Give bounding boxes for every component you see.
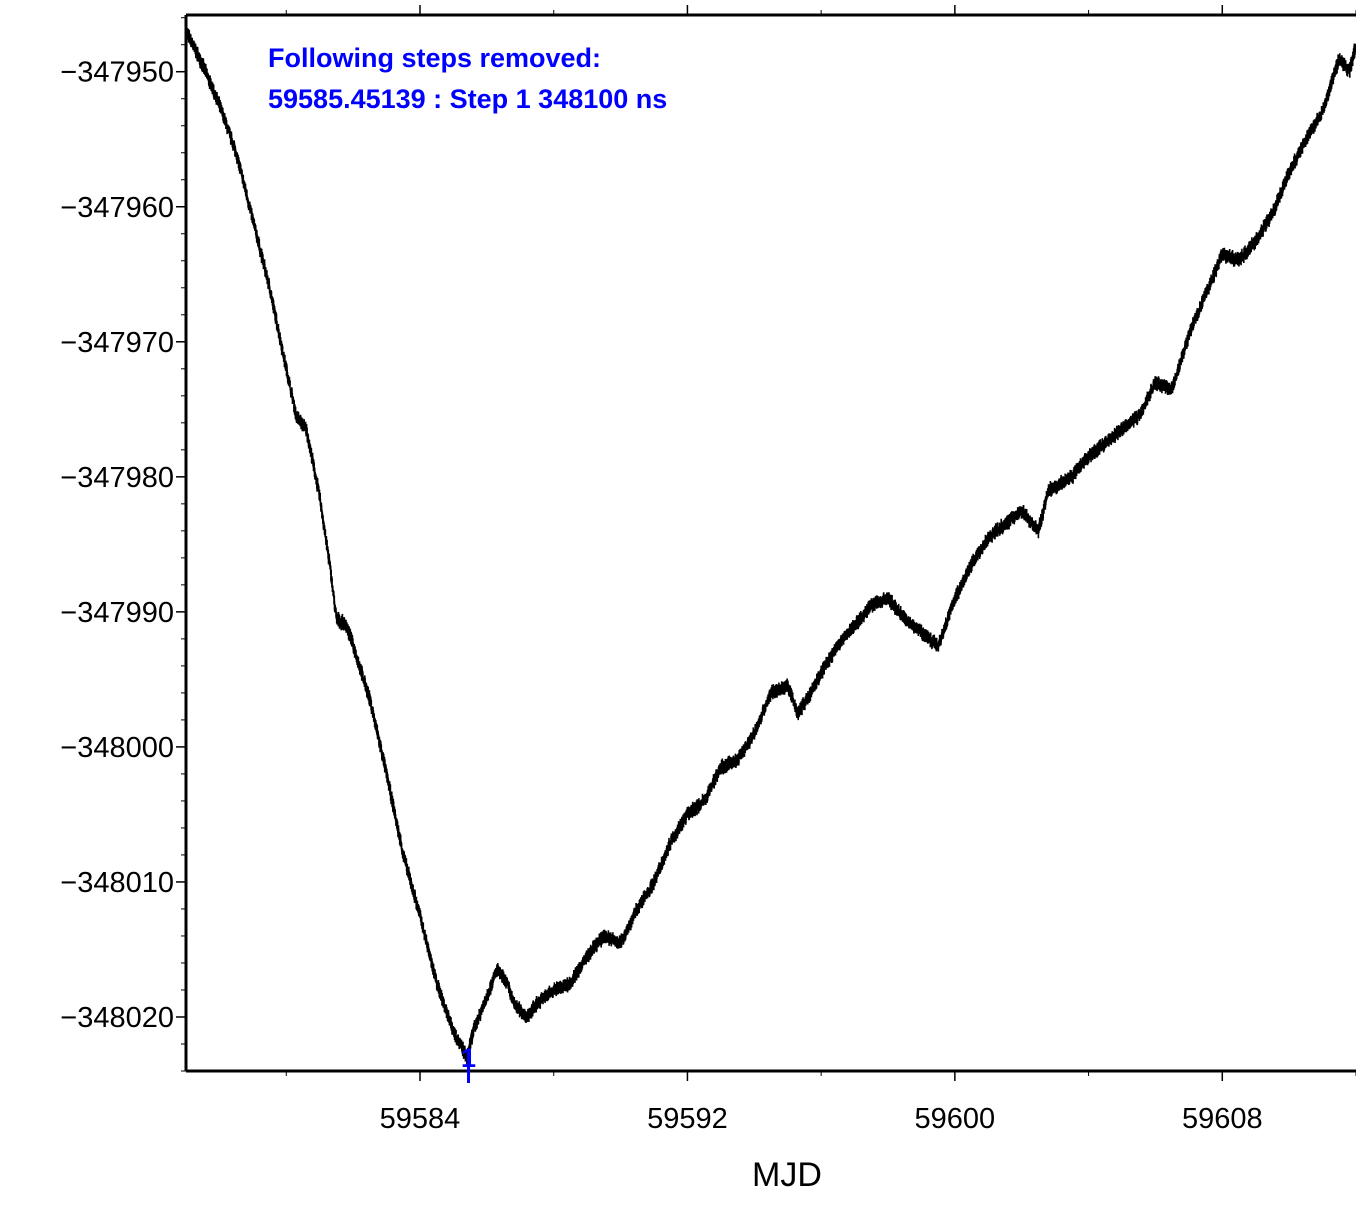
y-tick-label: −347970 [60, 327, 174, 359]
x-axis-title: MJD [752, 1156, 822, 1194]
x-tick-label: 59608 [1182, 1103, 1263, 1135]
y-tick-label: −347990 [60, 597, 174, 629]
annotation-steps-title: Following steps removed: [268, 43, 601, 73]
step-marker-label: 1 [461, 1043, 476, 1073]
x-tick-label: 59592 [647, 1103, 728, 1135]
y-tick-label: −347980 [60, 462, 174, 494]
annotation-step-detail: 59585.45139 : Step 1 348100 ns [268, 84, 667, 114]
step-markers: 1 [461, 1043, 476, 1083]
data-series [185, 27, 1356, 1065]
y-tick-label: −347950 [60, 57, 174, 89]
plot-frame [184, 13, 1356, 1073]
tick-labels: −347950 −347960 −347970 −347980 −347990 −3480… [60, 57, 1262, 1135]
y-tick-label: −348000 [60, 732, 174, 764]
y-tick-label: −348010 [60, 867, 174, 899]
series-0-points [185, 27, 1356, 1065]
x-tick-label: 59600 [915, 1103, 996, 1135]
x-tick-label: 59584 [380, 1103, 461, 1135]
axis-ticks [176, 5, 1356, 1081]
y-tick-label: −347960 [60, 192, 174, 224]
y-tick-label: −348020 [60, 1002, 174, 1034]
